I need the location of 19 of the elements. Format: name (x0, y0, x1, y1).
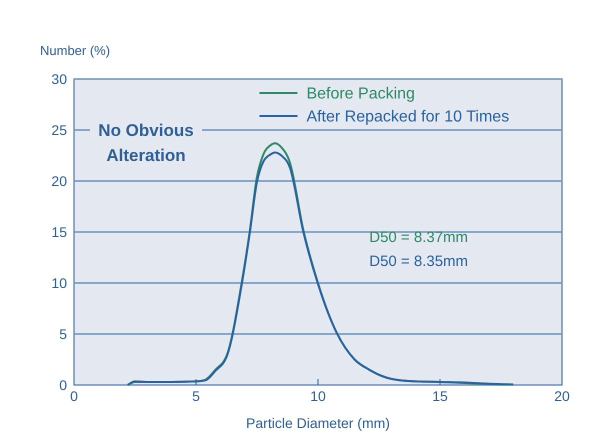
y-tick-label: 25 (51, 122, 68, 138)
annotation: No Obvious Alteration (98, 120, 194, 165)
y-tick-label: 30 (51, 70, 68, 87)
x-tick-label: 15 (432, 388, 448, 404)
legend-label: After Repacked for 10 Times (306, 108, 510, 126)
y-tick-label: 0 (59, 376, 68, 393)
x-tick-label: 10 (310, 388, 326, 404)
x-tick-label: 20 (554, 388, 570, 404)
x-tick-label: 5 (192, 388, 200, 404)
annotation: D50 = 8.35mm (369, 253, 468, 270)
x-tick-label: 0 (70, 388, 78, 404)
y-tick-label: 20 (51, 172, 68, 189)
annotation: D50 = 8.37mm (369, 229, 468, 246)
legend-label: Before Packing (306, 86, 415, 103)
y-tick-label: 10 (51, 274, 68, 291)
y-tick-label: 15 (51, 224, 68, 240)
y-axis-title: Number (%) (40, 43, 110, 58)
y-tick-label: 5 (59, 326, 68, 342)
x-axis-title: Particle Diameter (mm) (246, 415, 390, 431)
